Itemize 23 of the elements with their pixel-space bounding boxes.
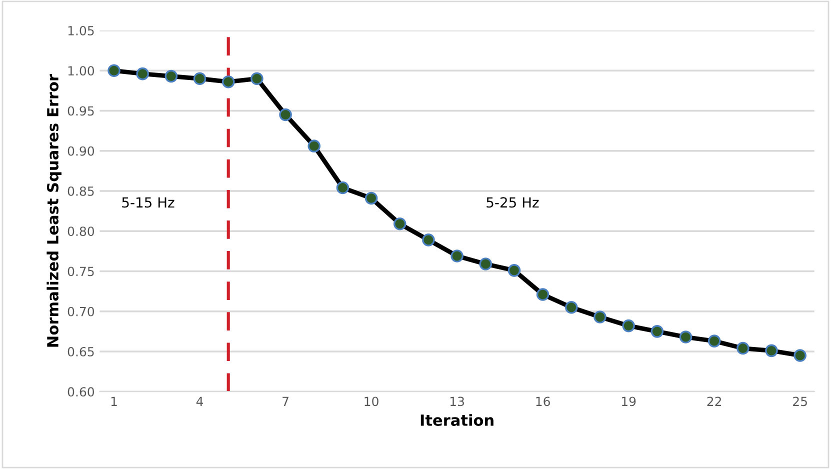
y-tick-label: 0.95: [68, 106, 94, 116]
y-tick-label: 0.75: [68, 266, 94, 276]
x-tick-label: 13: [450, 396, 464, 406]
y-tick-label: 0.70: [68, 306, 94, 316]
y-tick-label: 0.85: [68, 186, 94, 196]
annotation: 5-25 Hz: [486, 197, 539, 208]
x-tick-label: 1: [111, 396, 117, 406]
y-axis-title: Normalized Least Squares Error: [46, 74, 62, 347]
x-tick-label: 22: [707, 396, 722, 406]
x-tick-label: 4: [196, 396, 204, 406]
x-tick-label: 10: [364, 396, 378, 406]
x-tick-label: 16: [536, 396, 550, 406]
annotation: 5-15 Hz: [122, 197, 174, 208]
x-axis-title: Iteration: [420, 414, 494, 426]
x-tick-label: 19: [622, 396, 636, 406]
y-tick-label: 0.65: [68, 346, 94, 356]
x-tick-label: 25: [793, 396, 807, 406]
y-tick-label: 1.00: [68, 66, 94, 76]
y-tick-label: 0.80: [68, 226, 94, 236]
y-tick-label: 1.05: [68, 26, 94, 36]
x-tick-label: 7: [282, 396, 288, 406]
y-tick-label: 0.60: [68, 387, 94, 397]
y-tick-label: 0.90: [68, 146, 94, 156]
